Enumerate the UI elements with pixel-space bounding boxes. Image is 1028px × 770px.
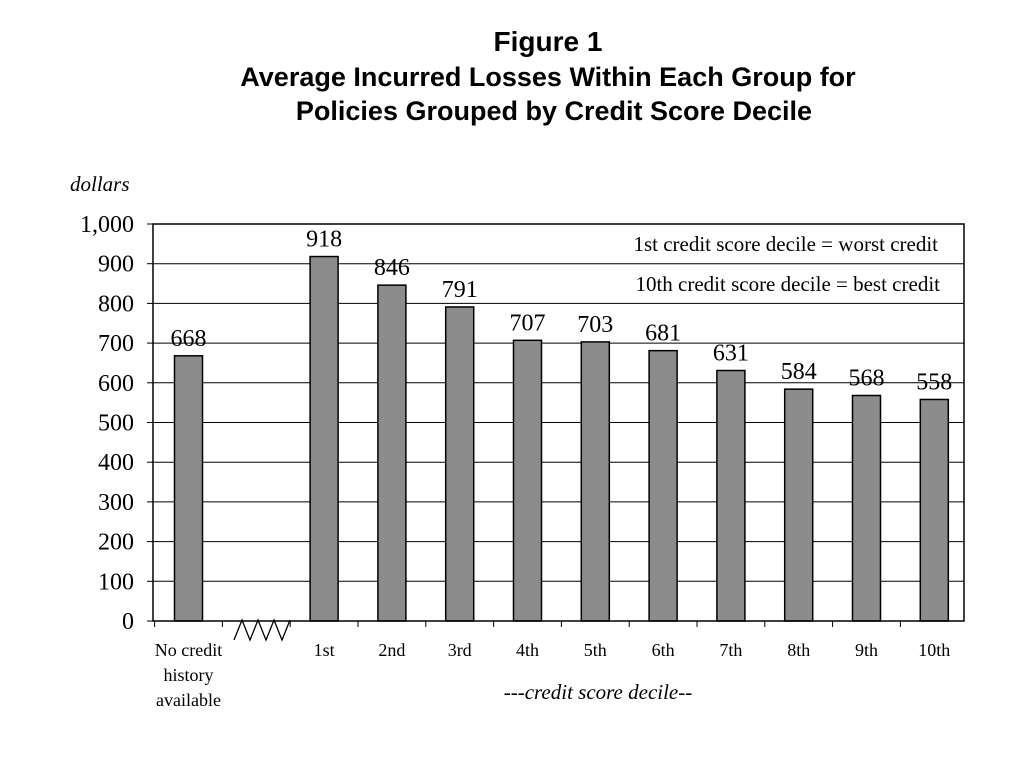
bars — [173, 255, 950, 622]
gridlines — [147, 223, 964, 627]
data-labels: 668 918 846 791 707 703 681 631 584 568 558 — [171, 227, 953, 396]
annotation-best-credit: 10th credit score decile = best credit — [635, 272, 940, 296]
y-tick-label: 500 — [98, 411, 134, 437]
y-tick-label: 400 — [98, 450, 134, 476]
data-label: 703 — [577, 312, 613, 338]
x-tick-label: No credit — [155, 640, 222, 660]
y-tick-label: 100 — [98, 569, 134, 595]
x-tick-labels: No credit history available 1st 2nd 3rd 4th 5th… — [155, 640, 951, 710]
data-label: 668 — [171, 326, 207, 352]
chart-subtitle-line-2: Policies Grouped by Credit Score Decile — [295, 96, 813, 126]
bar — [580, 341, 611, 622]
y-tick-label: 0 — [122, 609, 134, 635]
data-label: 707 — [510, 310, 546, 336]
bar — [173, 355, 204, 622]
bar — [309, 255, 339, 622]
x-tick-label: available — [156, 690, 221, 710]
y-tick-labels: 0 100 200 300 400 500 600 700 800 900 1,000 — [80, 212, 134, 635]
x-tick-label: 8th — [787, 640, 810, 660]
x-axis-label: ---credit score decile-- — [504, 680, 693, 704]
x-tick-label: 3rd — [448, 640, 472, 660]
y-tick-label: 1,000 — [80, 212, 134, 238]
bar — [444, 306, 475, 622]
data-label: 918 — [306, 227, 342, 253]
bar — [648, 349, 678, 622]
x-tick-label: 1st — [314, 640, 335, 660]
y-tick-label: 700 — [98, 331, 134, 357]
data-label: 681 — [645, 321, 681, 347]
x-tick-label: 10th — [918, 640, 950, 660]
data-label: 791 — [442, 277, 478, 303]
x-tick-label: 2nd — [378, 640, 405, 660]
y-tick-label: 300 — [98, 490, 134, 516]
x-tick-label: 4th — [516, 640, 539, 660]
x-tick-label: 5th — [584, 640, 607, 660]
annotation-worst-credit: 1st credit score decile = worst credit — [633, 232, 938, 256]
bar — [716, 369, 746, 622]
bar — [783, 388, 814, 622]
chart-title: Figure 1 — [493, 26, 603, 57]
bar — [512, 339, 543, 622]
data-label: 846 — [374, 255, 410, 281]
x-tick-label: 6th — [652, 640, 675, 660]
bar — [377, 284, 407, 622]
y-tick-label: 200 — [98, 530, 134, 556]
bar — [919, 398, 950, 622]
plot-frame — [152, 223, 965, 622]
data-label: 584 — [781, 359, 817, 385]
y-tick-label: 900 — [98, 252, 134, 278]
data-label: 568 — [849, 366, 885, 392]
data-label: 558 — [916, 369, 952, 395]
chart-subtitle-line-1: Average Incurred Losses Within Each Grou… — [240, 62, 856, 92]
y-tick-label: 600 — [98, 371, 134, 397]
x-tick-label: history — [163, 665, 213, 685]
y-axis-label: dollars — [70, 172, 130, 196]
bar — [851, 394, 882, 622]
data-label: 631 — [713, 340, 749, 366]
y-tick-label: 800 — [98, 291, 134, 317]
x-tick-label: 7th — [719, 640, 742, 660]
x-tick-label: 9th — [855, 640, 878, 660]
axis-break-icon — [233, 618, 291, 642]
